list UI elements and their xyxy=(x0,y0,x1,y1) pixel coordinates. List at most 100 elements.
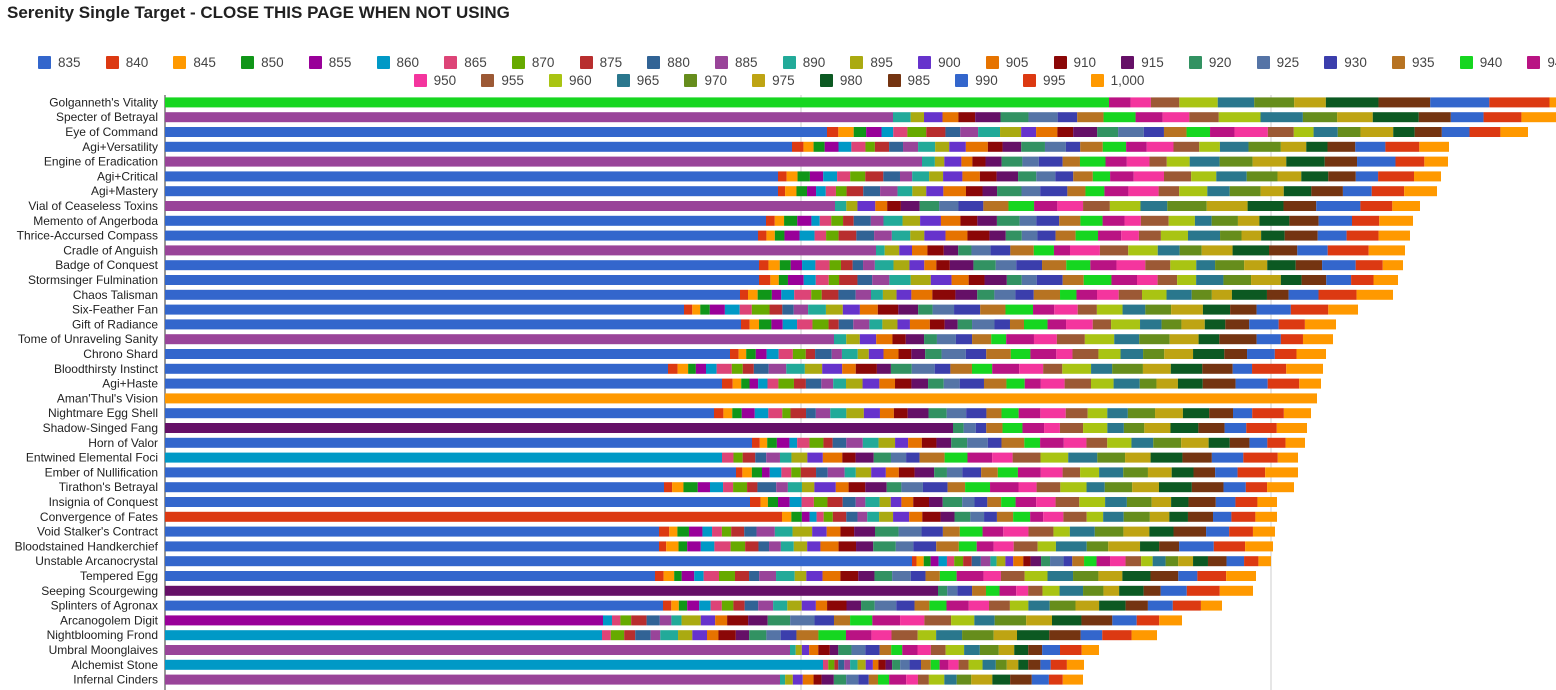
bar-segment xyxy=(801,482,815,493)
bar-segment xyxy=(944,674,957,685)
bar-segment xyxy=(1280,141,1307,152)
bar-segment xyxy=(898,304,919,315)
bar-segment xyxy=(911,378,929,389)
bar-segment xyxy=(709,482,724,493)
bar-segment xyxy=(1123,467,1148,478)
bar-segment xyxy=(1404,186,1437,197)
bar-segment xyxy=(824,141,839,152)
bar-segment xyxy=(759,571,777,581)
bar-segment xyxy=(837,171,851,182)
bar-segment xyxy=(1378,171,1415,182)
category-label: Alchemist Stone xyxy=(71,658,158,672)
bar-segment xyxy=(1189,156,1220,167)
bar-segment xyxy=(1126,156,1150,167)
bar-segment xyxy=(791,452,808,463)
bar-segment xyxy=(1521,112,1556,123)
bar-segment xyxy=(1096,556,1111,567)
category-label: Seeping Scourgewing xyxy=(41,584,158,598)
bar-segment xyxy=(993,541,1014,552)
bar-segment xyxy=(857,659,866,670)
bar-segment xyxy=(1418,112,1451,123)
bar-segment xyxy=(907,127,927,137)
bar-segment xyxy=(893,127,908,137)
bar-segment xyxy=(767,615,791,626)
bar-segment xyxy=(822,452,843,463)
bar-segment xyxy=(760,497,768,507)
bar-segment xyxy=(790,408,807,419)
bar-segment xyxy=(854,526,875,537)
bar-segment xyxy=(1133,171,1164,182)
bar-segment xyxy=(782,408,791,419)
bar-segment xyxy=(914,600,930,611)
bar-segment xyxy=(938,585,948,596)
legend-item: 880 xyxy=(647,54,690,70)
legend-label: 930 xyxy=(1344,54,1367,70)
bar-segment xyxy=(996,171,1019,182)
bar-segment xyxy=(1080,630,1103,641)
bar-segment xyxy=(872,659,879,670)
bar-segment xyxy=(1158,186,1180,197)
bar-segment xyxy=(733,452,743,463)
bar-segment xyxy=(1191,171,1217,182)
bar-segment xyxy=(723,482,734,493)
bar-segment xyxy=(1005,556,1014,567)
bar-segment xyxy=(664,482,673,493)
bar-segment xyxy=(766,215,775,226)
bar-segment xyxy=(1021,230,1038,241)
bar-segment xyxy=(759,437,768,448)
bar-segment xyxy=(865,171,884,182)
bar-segment xyxy=(827,127,839,137)
legend-item: 1,000 xyxy=(1090,72,1144,88)
bar-segment xyxy=(1075,230,1099,241)
bar-segment xyxy=(815,600,828,611)
legend-label: 970 xyxy=(704,72,727,88)
bar-segment xyxy=(683,482,698,493)
legend-item: 930 xyxy=(1324,54,1367,70)
bar-segment xyxy=(803,141,814,152)
bar-segment xyxy=(1198,334,1220,345)
bar-segment xyxy=(874,571,893,581)
bar-segment xyxy=(1036,275,1063,285)
legend-item: 955 xyxy=(481,72,524,88)
bar-segment xyxy=(738,349,747,359)
bar-segment xyxy=(1033,289,1061,300)
bar-segment xyxy=(999,585,1017,596)
bar-segment xyxy=(859,304,878,315)
bar-segment xyxy=(972,585,987,596)
bar-segment xyxy=(165,541,659,552)
bar-segment xyxy=(793,541,808,552)
bar-segment xyxy=(1010,245,1034,256)
bar-segment xyxy=(814,482,836,493)
legend-item: 920 xyxy=(1188,54,1231,70)
bar-segment xyxy=(1226,556,1245,567)
bar-segment xyxy=(1066,260,1091,271)
bar-segment xyxy=(1123,511,1150,522)
bar-segment xyxy=(1211,215,1238,226)
bar-segment xyxy=(808,304,826,315)
bar-segment xyxy=(1103,112,1136,123)
bar-segment xyxy=(1245,541,1273,552)
bar-segment xyxy=(982,186,998,197)
bar-segment xyxy=(924,334,937,345)
bar-segment xyxy=(1147,600,1173,611)
bar-segment xyxy=(820,541,839,552)
bar-segment xyxy=(1382,260,1403,271)
bar-segment xyxy=(1267,437,1286,448)
bar-segment xyxy=(925,571,940,581)
bar-segment xyxy=(1379,215,1413,226)
bar-segment xyxy=(695,363,707,374)
bar-segment xyxy=(767,497,779,507)
bar-segment xyxy=(1283,408,1311,419)
bar-segment xyxy=(1090,378,1114,389)
bar-segment xyxy=(790,260,803,271)
bar-segment xyxy=(1219,334,1257,345)
legend-swatch xyxy=(918,55,932,69)
bar-segment xyxy=(1322,260,1356,271)
legend-label: 985 xyxy=(907,72,931,88)
legend-swatch xyxy=(782,55,796,69)
bar-segment xyxy=(660,630,679,641)
bar-segment xyxy=(755,349,767,359)
bar-segment xyxy=(873,541,896,552)
bar-segment xyxy=(994,319,1010,330)
legend-label: 955 xyxy=(501,72,524,88)
